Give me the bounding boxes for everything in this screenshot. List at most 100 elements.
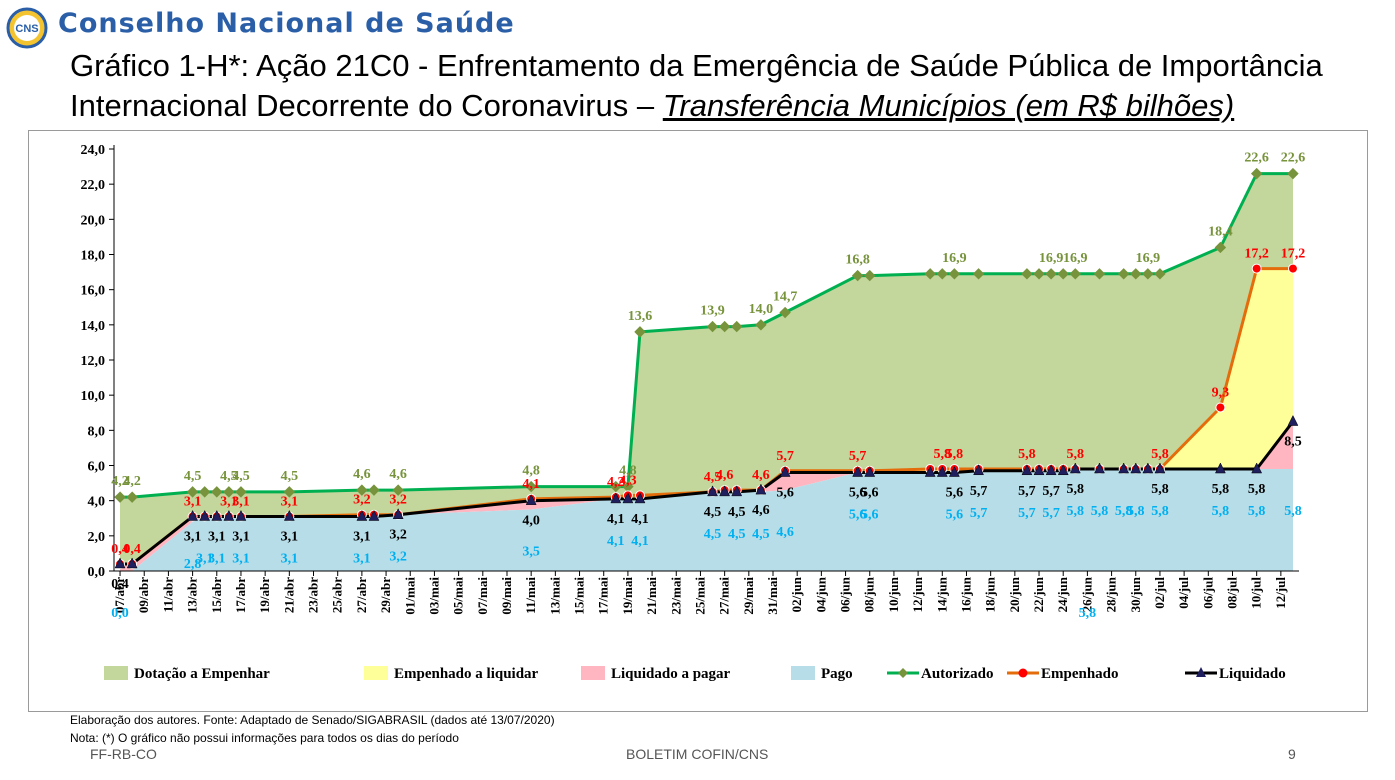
- marker-autorizado: [525, 480, 537, 493]
- x-tick-label: 25/mai: [692, 577, 707, 615]
- y-tick-label: 4,0: [88, 495, 106, 510]
- marker-autorizado: [186, 486, 199, 498]
- marker-autorizado: [1142, 268, 1154, 280]
- x-tick-label: 28/jun: [1104, 576, 1119, 612]
- x-tick-label: 24/jun: [1055, 576, 1070, 612]
- marker-autorizado: [1117, 268, 1130, 280]
- label-empenhado: 5,8: [934, 447, 952, 462]
- x-tick-label: 16/jun: [958, 576, 973, 612]
- marker-liquidado: [114, 557, 126, 569]
- y-tick-label: 0,0: [88, 565, 106, 580]
- y-tick-label: 6,0: [88, 460, 106, 475]
- marker-liquidado: [1094, 462, 1105, 474]
- label-liquidado: 5,6: [946, 486, 964, 501]
- marker-liquidado: [973, 464, 984, 476]
- marker-liquidado: [392, 508, 404, 519]
- label-autorizado: 4,2: [123, 474, 141, 489]
- y-tick-label: 14,0: [81, 319, 106, 334]
- x-tick-label: 14/jun: [934, 576, 949, 612]
- marker-liquidado: [1118, 462, 1130, 474]
- marker-autorizado: [1045, 268, 1057, 280]
- marker-autorizado: [1287, 167, 1299, 180]
- marker-liquidado: [731, 485, 743, 497]
- x-tick-label: 30/jun: [1128, 576, 1143, 612]
- marker-autorizado: [368, 484, 380, 496]
- marker-liquidado: [356, 509, 368, 521]
- x-tick-label: 06/jun: [838, 576, 853, 612]
- label-pago: 5,6: [946, 508, 964, 523]
- label-pago: 5,6: [849, 508, 867, 523]
- x-tick-label: 12/jun: [910, 576, 925, 612]
- label-autorizado: 16,8: [845, 253, 870, 268]
- marker-liquidado: [634, 492, 646, 504]
- marker-autorizado: [126, 491, 138, 503]
- label-pago: 0,0: [111, 606, 129, 621]
- legend-swatch: [581, 666, 605, 680]
- label-empenhado: 5,8: [1067, 447, 1085, 462]
- label-pago: 5,7: [1042, 506, 1060, 521]
- x-tick-label: 08/jul: [1224, 577, 1239, 609]
- label-empenhado: 4,1: [522, 477, 540, 492]
- marker-liquidado: [948, 465, 960, 477]
- y-tick-label: 10,0: [81, 389, 106, 404]
- label-liquidado: 5,8: [1067, 482, 1085, 497]
- x-tick-label: 20/jun: [1007, 576, 1022, 612]
- marker-liquidado: [525, 494, 537, 505]
- label-pago: 5,7: [1018, 506, 1035, 521]
- y-tick-label: 12,0: [81, 354, 106, 369]
- y-tick-label: 2,0: [88, 530, 106, 545]
- cns-logo-text: CNS: [15, 23, 38, 35]
- label-pago: 4,5: [704, 527, 722, 542]
- title-subtitle: Transferência Municípios (em R$ bilhões): [662, 88, 1235, 123]
- label-empenhado: 5,7: [776, 449, 794, 464]
- label-liquidado: 5,7: [1042, 484, 1060, 499]
- legend-label: Pago: [821, 666, 853, 682]
- marker-autorizado: [211, 486, 223, 498]
- legend-swatch: [791, 666, 815, 680]
- label-autorizado: 18,4: [1208, 224, 1233, 239]
- x-tick-label: 09/mai: [499, 577, 514, 615]
- label-autorizado: 16,9: [942, 251, 967, 266]
- x-tick-label: 02/jul: [1152, 577, 1167, 609]
- marker-autorizado: [1154, 268, 1166, 280]
- label-autorizado: 4,5: [281, 469, 299, 484]
- area-dotacao-a-empenhar: [120, 173, 1293, 564]
- x-tick-label: 12/jul: [1273, 577, 1288, 609]
- label-pago: 3,1: [196, 551, 214, 566]
- x-tick-label: 04/jul: [1176, 577, 1191, 609]
- label-autorizado: 14,7: [773, 290, 798, 305]
- label-liquidado: 4,1: [631, 512, 649, 527]
- marker-liquidado: [610, 492, 622, 504]
- marker-autorizado: [936, 268, 948, 280]
- marker-autorizado: [1093, 268, 1106, 280]
- period-note: Nota: (*) O gráfico não possui informaçõ…: [70, 731, 459, 745]
- x-tick-label: 26/jun: [1079, 576, 1094, 612]
- label-autorizado: 22,6: [1244, 151, 1269, 166]
- label-pago: 5,8: [1248, 504, 1266, 519]
- x-tick-label: 27/abr: [354, 577, 369, 613]
- label-pago: 3,1: [353, 551, 371, 566]
- marker-liquidado: [1251, 462, 1263, 474]
- marker-liquidado: [199, 509, 211, 521]
- x-tick-label: 31/mai: [765, 577, 780, 615]
- label-pago: 5,8: [1079, 606, 1097, 621]
- marker-autorizado: [1021, 268, 1033, 280]
- x-tick-label: 21/abr: [281, 577, 296, 613]
- label-pago: 4,6: [776, 525, 794, 540]
- marker-autorizado: [283, 486, 296, 498]
- x-tick-label: 27/mai: [717, 577, 732, 615]
- label-liquidado: 4,5: [728, 505, 746, 520]
- label-pago: 3,1: [232, 551, 250, 566]
- marker-autorizado: [392, 484, 404, 496]
- footer-center: BOLETIM COFIN/CNS: [626, 746, 769, 762]
- label-autorizado: 14,0: [749, 302, 774, 317]
- marker-liquidado: [1214, 462, 1226, 474]
- label-autorizado: 16,9: [1136, 251, 1161, 266]
- x-tick-label: 15/mai: [572, 577, 587, 615]
- marker-liquidado: [936, 465, 948, 477]
- marker-autorizado: [718, 320, 731, 333]
- label-liquidado: 5,6: [849, 486, 867, 501]
- marker-autorizado: [356, 484, 368, 496]
- y-tick-label: 16,0: [81, 284, 106, 299]
- label-autorizado: 4,5: [232, 469, 250, 484]
